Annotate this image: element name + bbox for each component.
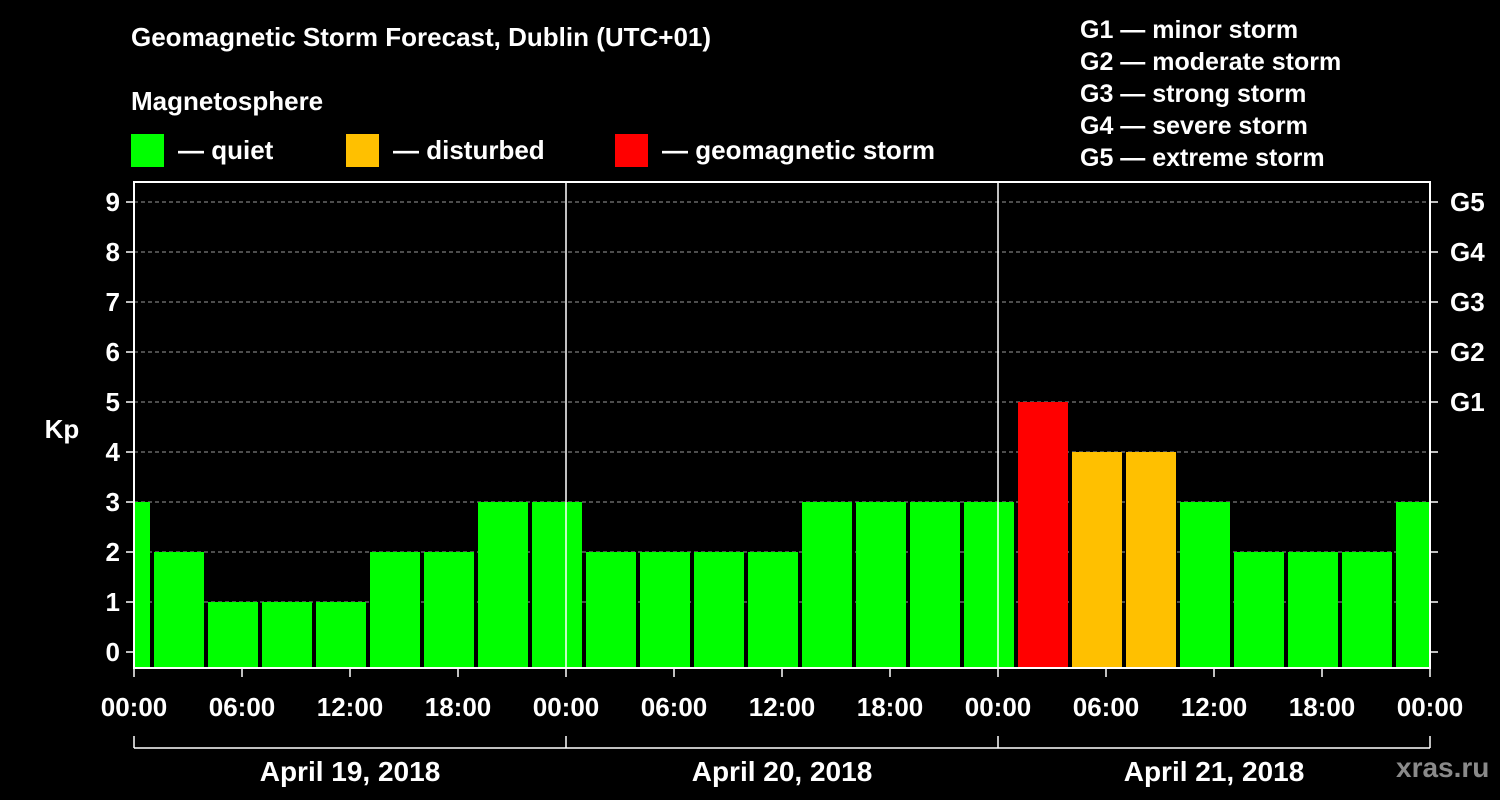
legend-label-storm: — geomagnetic storm [662, 134, 936, 165]
x-tick-label: 18:00 [1289, 692, 1356, 722]
kp-bar [586, 552, 636, 668]
x-tick-label: 12:00 [749, 692, 816, 722]
x-tick-label: 12:00 [1181, 692, 1248, 722]
right-axis-label: G4 [1450, 237, 1485, 267]
kp-bar [1180, 502, 1230, 668]
kp-bar [640, 552, 690, 668]
kp-bar [424, 552, 474, 668]
kp-bar [208, 602, 258, 668]
legend-swatch-quiet [131, 133, 164, 167]
storm-scale-g4: G4 — severe storm [1080, 112, 1308, 140]
kp-bar [964, 502, 1014, 668]
kp-bar [316, 602, 366, 668]
day-label: April 21, 2018 [1124, 756, 1305, 787]
kp-bar [1342, 552, 1392, 668]
kp-bar [135, 502, 150, 668]
kp-bar [1072, 452, 1122, 668]
kp-bar [1288, 552, 1338, 668]
right-axis-label: G1 [1450, 387, 1485, 417]
storm-scale-g5: G5 — extreme storm [1080, 144, 1325, 172]
kp-bar [1018, 402, 1068, 668]
kp-bar [370, 552, 420, 668]
y-tick-label: 9 [106, 187, 120, 217]
x-tick-label: 18:00 [857, 692, 924, 722]
y-tick-label: 6 [106, 337, 120, 367]
kp-bar [532, 502, 582, 668]
x-tick-label: 06:00 [209, 692, 276, 722]
y-tick-label: 1 [106, 587, 120, 617]
kp-bar [1126, 452, 1176, 668]
legend-item-disturbed: — disturbed [346, 133, 545, 167]
storm-scale-g3: G3 — strong storm [1080, 80, 1307, 108]
kp-bar [856, 502, 906, 668]
storm-scale-g1: G1 — minor storm [1080, 16, 1299, 44]
y-tick-label: 4 [106, 437, 121, 467]
x-tick-label: 00:00 [533, 692, 600, 722]
storm-scale-legend: G1 — minor storm G2 — moderate storm G3 … [1080, 14, 1341, 174]
y-tick-label: 8 [106, 237, 120, 267]
x-tick-label: 00:00 [1397, 692, 1464, 722]
y-tick-label: 2 [106, 537, 120, 567]
x-tick-label: 18:00 [425, 692, 492, 722]
kp-bar [748, 552, 798, 668]
y-axis-label: Kp [45, 414, 80, 444]
y-tick-label: 3 [106, 487, 120, 517]
kp-bar [910, 502, 960, 668]
kp-bar [154, 552, 204, 668]
x-tick-label: 06:00 [641, 692, 708, 722]
y-tick-label: 5 [106, 387, 120, 417]
y-tick-label: 7 [106, 287, 120, 317]
kp-bar [262, 602, 312, 668]
y-tick-label: 0 [106, 637, 120, 667]
legend-label-quiet: — quiet [178, 134, 274, 165]
x-tick-label: 12:00 [317, 692, 384, 722]
legend-swatch-storm [615, 133, 648, 167]
kp-bar [1396, 502, 1429, 668]
watermark: xras.ru [1396, 752, 1490, 783]
magnetosphere-heading: Magnetosphere [131, 86, 324, 116]
legend-swatch-disturbed [346, 133, 379, 167]
right-axis-label: G3 [1450, 287, 1485, 317]
day-label: April 19, 2018 [260, 756, 441, 787]
chart-title: Geomagnetic Storm Forecast, Dublin (UTC+… [131, 22, 712, 52]
legend-label-disturbed: — disturbed [393, 134, 545, 165]
day-label: April 20, 2018 [692, 756, 873, 787]
storm-scale-g2: G2 — moderate storm [1080, 48, 1342, 76]
x-tick-label: 00:00 [101, 692, 168, 722]
x-tick-label: 06:00 [1073, 692, 1140, 722]
right-axis-label: G5 [1450, 187, 1485, 217]
legend-item-storm: — geomagnetic storm [615, 133, 935, 167]
right-axis-label: G2 [1450, 337, 1485, 367]
kp-bar [802, 502, 852, 668]
x-tick-label: 00:00 [965, 692, 1032, 722]
kp-bar [478, 502, 528, 668]
kp-bar [694, 552, 744, 668]
legend-item-quiet: — quiet [131, 133, 273, 167]
kp-bar [1234, 552, 1284, 668]
